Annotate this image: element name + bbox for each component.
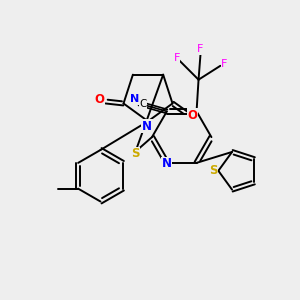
Text: N: N [162, 158, 172, 170]
Text: F: F [174, 53, 180, 63]
Text: F: F [221, 59, 227, 69]
Text: N: N [130, 94, 139, 104]
Text: S: S [209, 164, 218, 177]
Text: O: O [95, 93, 105, 106]
Text: C: C [140, 99, 147, 110]
Text: F: F [197, 44, 204, 54]
Text: S: S [131, 148, 140, 160]
Text: N: N [142, 120, 152, 133]
Text: O: O [187, 109, 197, 122]
